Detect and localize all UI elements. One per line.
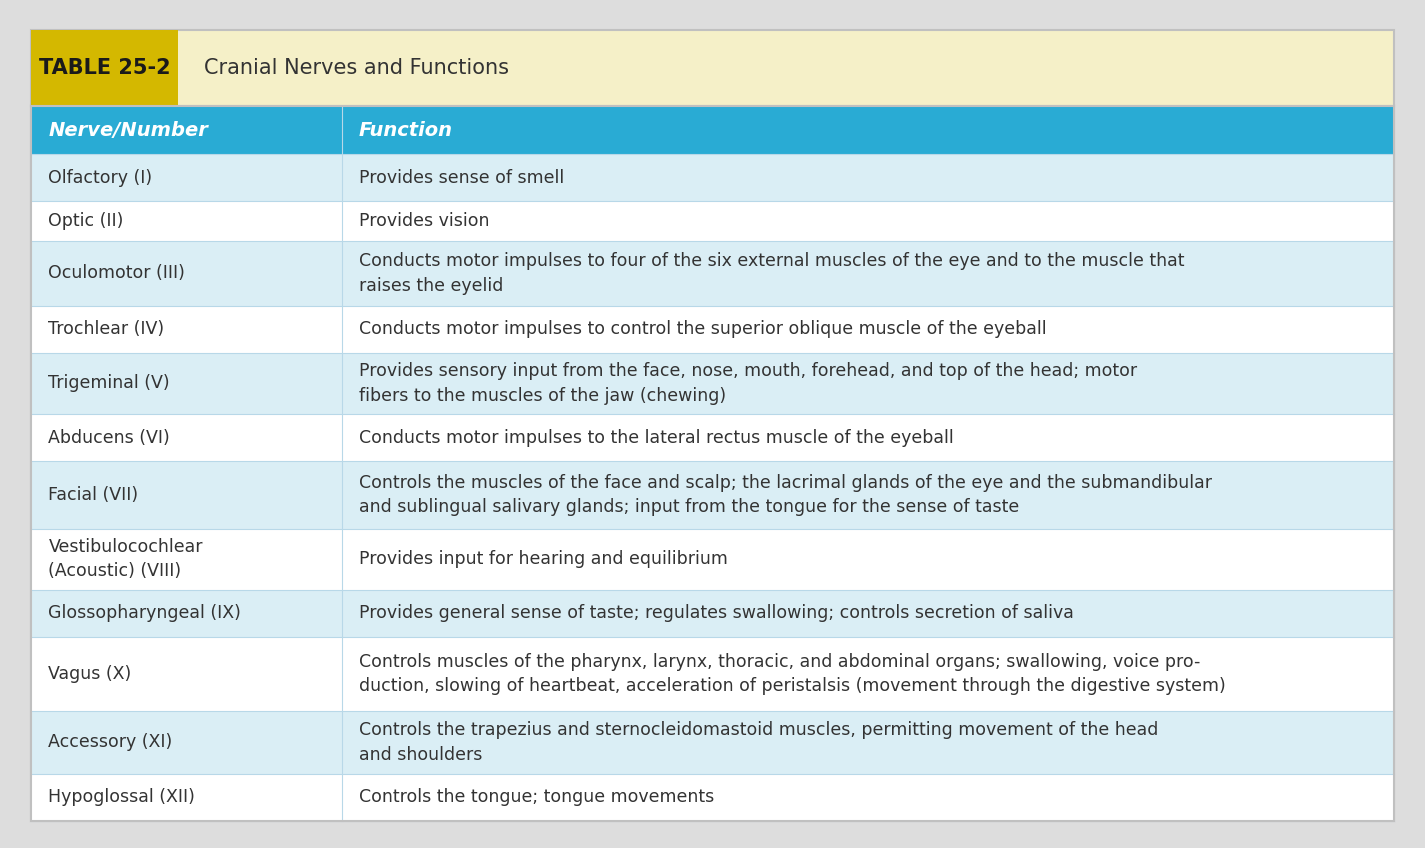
Text: Hypoglossal (XII): Hypoglossal (XII) — [48, 789, 195, 806]
Text: Vestibulocochlear
(Acoustic) (VIII): Vestibulocochlear (Acoustic) (VIII) — [48, 538, 202, 580]
Bar — [31, 414, 1394, 461]
Text: Facial (VII): Facial (VII) — [48, 486, 138, 504]
Bar — [31, 106, 1394, 821]
Bar — [31, 461, 1394, 528]
Text: TABLE 25-2: TABLE 25-2 — [38, 58, 171, 78]
Bar — [31, 306, 1394, 353]
Text: Cranial Nerves and Functions: Cranial Nerves and Functions — [204, 58, 509, 78]
Text: Oculomotor (III): Oculomotor (III) — [48, 265, 185, 282]
Bar — [31, 30, 178, 106]
Text: Conducts motor impulses to control the superior oblique muscle of the eyeball: Conducts motor impulses to control the s… — [359, 321, 1047, 338]
Text: Conducts motor impulses to four of the six external muscles of the eye and to th: Conducts motor impulses to four of the s… — [359, 252, 1184, 294]
Bar — [31, 106, 1394, 821]
Text: Controls muscles of the pharynx, larynx, thoracic, and abdominal organs; swallow: Controls muscles of the pharynx, larynx,… — [359, 653, 1226, 695]
Text: Glossopharyngeal (IX): Glossopharyngeal (IX) — [48, 605, 241, 622]
Bar — [31, 590, 1394, 637]
Text: Conducts motor impulses to the lateral rectus muscle of the eyeball: Conducts motor impulses to the lateral r… — [359, 428, 953, 447]
Text: Accessory (XI): Accessory (XI) — [48, 734, 172, 751]
Text: Controls the trapezius and sternocleidomastoid muscles, permitting movement of t: Controls the trapezius and sternocleidom… — [359, 722, 1159, 763]
Bar — [31, 528, 1394, 590]
Bar — [31, 241, 1394, 306]
Text: Optic (II): Optic (II) — [48, 212, 124, 230]
Bar — [31, 637, 1394, 711]
Text: Provides input for hearing and equilibrium: Provides input for hearing and equilibri… — [359, 550, 728, 568]
Bar — [31, 774, 1394, 821]
Text: Olfactory (I): Olfactory (I) — [48, 169, 152, 187]
Text: Abducens (VI): Abducens (VI) — [48, 428, 170, 447]
Text: Provides general sense of taste; regulates swallowing; controls secretion of sal: Provides general sense of taste; regulat… — [359, 605, 1074, 622]
Bar — [31, 353, 1394, 414]
Bar — [31, 154, 1394, 201]
Text: Nerve/Number: Nerve/Number — [48, 120, 208, 140]
Text: Controls the tongue; tongue movements: Controls the tongue; tongue movements — [359, 789, 714, 806]
Text: Trigeminal (V): Trigeminal (V) — [48, 375, 170, 393]
Text: Trochlear (IV): Trochlear (IV) — [48, 321, 164, 338]
Bar — [31, 711, 1394, 774]
Text: Vagus (X): Vagus (X) — [48, 665, 131, 683]
Text: Controls the muscles of the face and scalp; the lacrimal glands of the eye and t: Controls the muscles of the face and sca… — [359, 474, 1213, 516]
Text: Function: Function — [359, 120, 453, 140]
Bar — [31, 30, 1394, 106]
Text: Provides sensory input from the face, nose, mouth, forehead, and top of the head: Provides sensory input from the face, no… — [359, 362, 1137, 404]
Bar — [31, 201, 1394, 241]
Bar — [31, 106, 1394, 154]
Text: Provides vision: Provides vision — [359, 212, 490, 230]
Text: Provides sense of smell: Provides sense of smell — [359, 169, 564, 187]
